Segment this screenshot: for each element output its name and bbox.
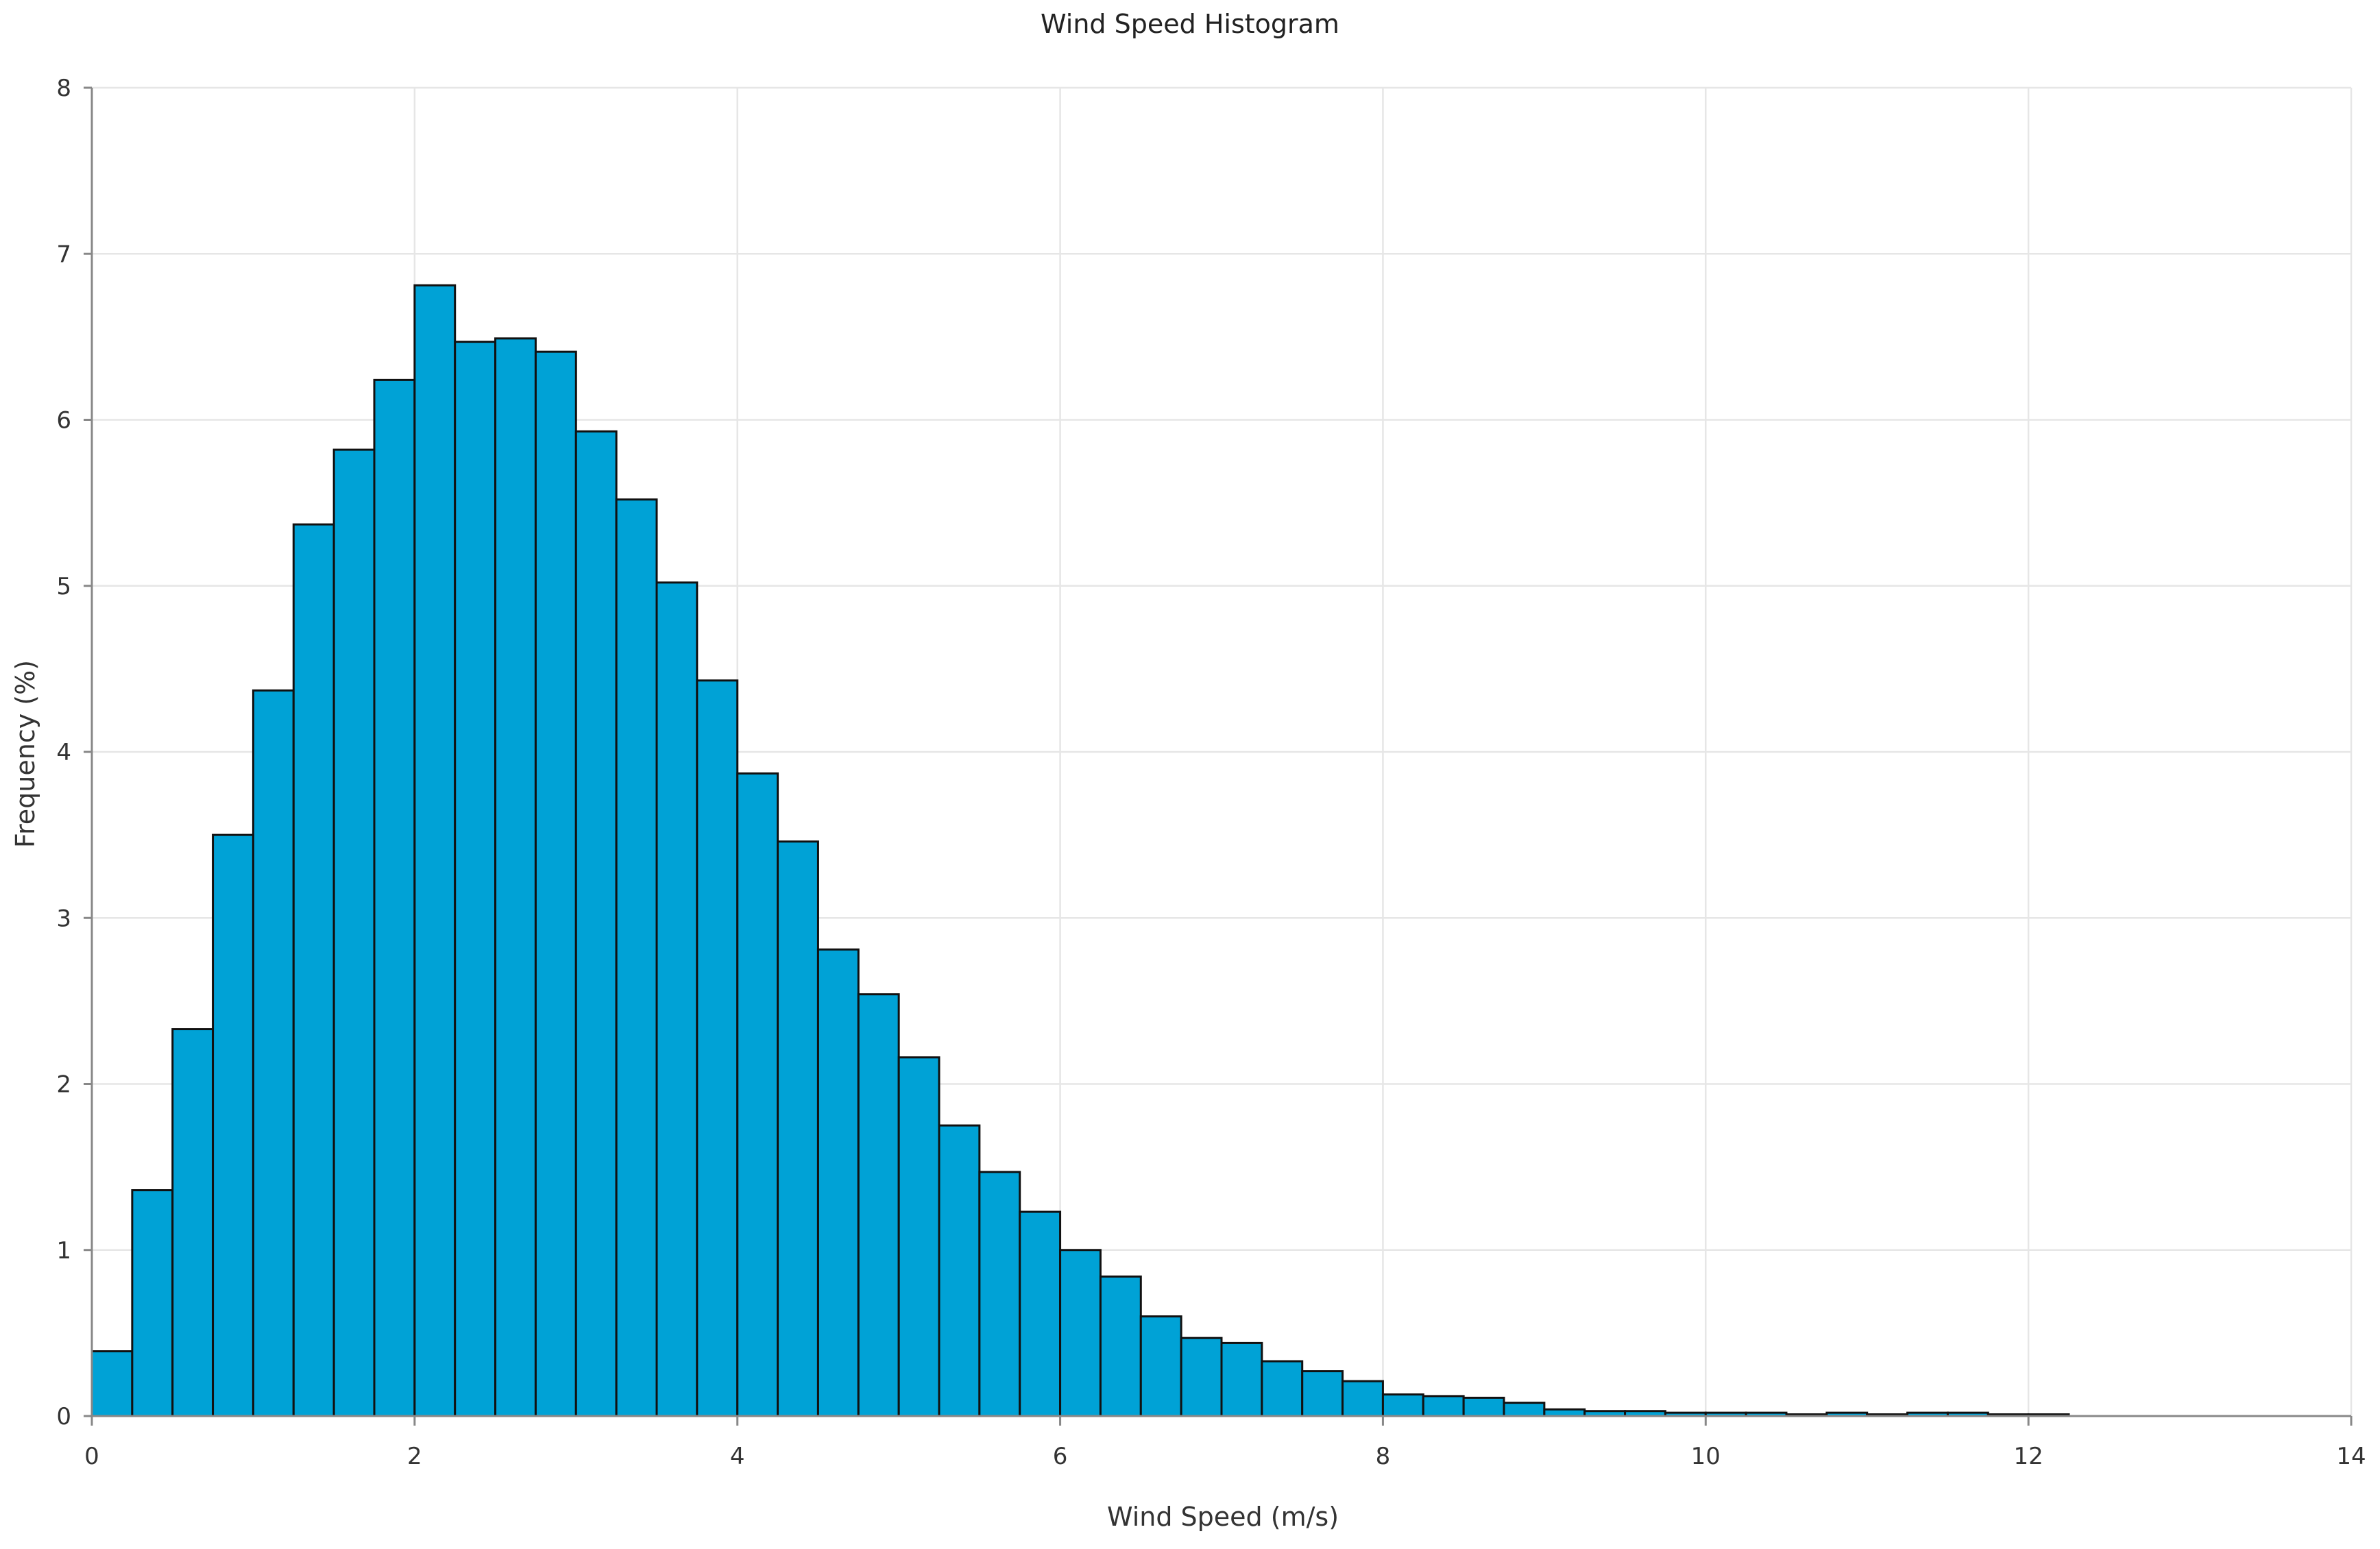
histogram-bar xyxy=(857,993,900,1417)
histogram-bar xyxy=(494,337,537,1417)
x-tick-label: 8 xyxy=(1376,1443,1391,1470)
histogram-bar xyxy=(897,1056,940,1417)
histogram-bar xyxy=(1059,1249,1102,1417)
histogram-bar xyxy=(1139,1315,1182,1417)
axes xyxy=(84,86,2353,1426)
histogram-bar xyxy=(655,581,699,1417)
histogram-bar xyxy=(90,1350,134,1417)
histogram-bar xyxy=(1503,1402,1546,1417)
y-tick-label: 7 xyxy=(56,241,71,268)
x-tick-label: 4 xyxy=(730,1443,745,1470)
histogram-bars xyxy=(90,284,2070,1417)
histogram-bar xyxy=(1462,1396,1505,1417)
x-axis-label: Wind Speed (m/s) xyxy=(1107,1502,1339,1532)
y-tick-label: 1 xyxy=(56,1237,71,1265)
histogram-bar xyxy=(615,498,658,1417)
histogram-bar xyxy=(1099,1276,1142,1417)
histogram-bar xyxy=(1019,1210,1062,1417)
x-tick-label: 14 xyxy=(2336,1443,2366,1470)
histogram-bar xyxy=(212,833,254,1417)
histogram-bar xyxy=(978,1171,1021,1417)
histogram-bar xyxy=(816,948,860,1417)
histogram-bar xyxy=(252,689,295,1417)
y-tick-label: 8 xyxy=(56,75,71,102)
histogram-bar xyxy=(171,1028,215,1417)
histogram-bar xyxy=(1301,1370,1344,1417)
x-tick-label: 6 xyxy=(1053,1443,1068,1470)
histogram-bar xyxy=(1341,1380,1384,1417)
y-tick-label: 5 xyxy=(56,573,71,600)
histogram-bar xyxy=(736,772,779,1417)
y-tick-label: 6 xyxy=(56,407,71,435)
x-tick-label: 2 xyxy=(407,1443,422,1470)
histogram-bar xyxy=(373,378,416,1417)
y-tick-label: 2 xyxy=(56,1071,71,1099)
histogram-bar xyxy=(574,430,618,1417)
chart-title: Wind Speed Histogram xyxy=(1041,9,1339,39)
y-tick-label: 3 xyxy=(56,905,71,932)
histogram-bar xyxy=(1180,1337,1223,1417)
histogram-bar xyxy=(1220,1341,1263,1417)
y-tick-label: 0 xyxy=(56,1403,71,1430)
histogram-bar xyxy=(131,1189,174,1417)
histogram-bar xyxy=(332,448,376,1417)
histogram-bar xyxy=(1422,1395,1465,1417)
x-tick-label: 12 xyxy=(2014,1443,2043,1470)
histogram-bar xyxy=(454,341,497,1417)
histogram-bar xyxy=(1381,1393,1424,1417)
histogram-bar xyxy=(1261,1360,1304,1417)
histogram-bar xyxy=(938,1124,981,1417)
x-tick-label: 10 xyxy=(1691,1443,1721,1470)
histogram-bar xyxy=(292,523,335,1417)
y-axis-label: Frequency (%) xyxy=(10,660,40,848)
x-tick-label: 0 xyxy=(84,1443,99,1470)
histogram-bar xyxy=(777,840,819,1417)
y-tick-label: 4 xyxy=(56,739,71,766)
histogram-bar xyxy=(696,679,739,1417)
histogram-bar xyxy=(413,284,457,1417)
histogram-bar xyxy=(534,350,577,1417)
